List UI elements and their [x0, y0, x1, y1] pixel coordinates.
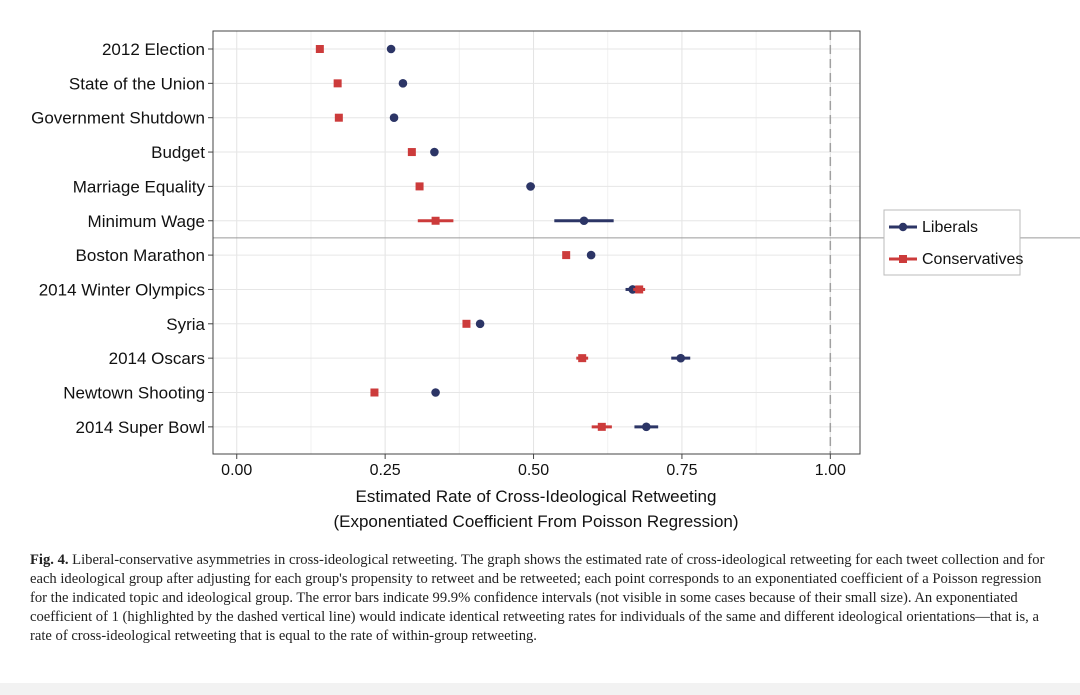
- legend-liberals-marker: [898, 222, 908, 232]
- caption-text: Liberal-conservative asymmetries in cros…: [30, 552, 1045, 644]
- conservatives-point: [462, 319, 471, 328]
- x-axis-title-line2: (Exponentiated Coefficient From Poisson …: [333, 512, 738, 531]
- conservatives-point: [578, 354, 587, 363]
- category-label: Minimum Wage: [88, 212, 205, 231]
- category-label: 2014 Oscars: [109, 349, 205, 368]
- liberals-point: [642, 422, 651, 432]
- x-tick-label: 0.75: [666, 462, 697, 479]
- x-axis-title-line1: Estimated Rate of Cross-Ideological Retw…: [356, 487, 717, 506]
- plot-panel: [212, 30, 861, 455]
- liberals-point: [526, 182, 535, 191]
- conservatives-point: [597, 422, 606, 431]
- x-tick-label: 0.25: [370, 462, 401, 479]
- liberals-point: [475, 319, 485, 329]
- category-label: Syria: [166, 315, 205, 334]
- data-marks: [315, 44, 691, 432]
- gridlines: [213, 31, 1080, 454]
- figure-caption: Fig. 4. Liberal-conservative asymmetries…: [30, 551, 1050, 646]
- conservatives-point: [562, 251, 571, 260]
- liberals-point: [398, 79, 408, 88]
- category-label: State of the Union: [69, 74, 205, 93]
- x-tick-label: 0.50: [518, 462, 549, 479]
- x-axis: 0.00 0.25 0.50 0.75 1.00: [221, 454, 846, 479]
- category-labels: 2012 Election State of the Union Governmen…: [31, 40, 213, 437]
- conservatives-point: [407, 148, 416, 157]
- legend: Liberals Conservatives: [883, 209, 1023, 276]
- caption-figure-label: Fig. 4.: [30, 552, 69, 568]
- conservatives-point: [370, 388, 379, 397]
- category-label: Boston Marathon: [76, 246, 205, 265]
- category-label: Budget: [151, 143, 205, 162]
- category-label: Marriage Equality: [73, 177, 206, 196]
- liberals-point: [586, 250, 596, 260]
- liberals-point: [579, 216, 589, 226]
- legend-box: [883, 209, 1021, 276]
- footer-band: [0, 683, 1080, 695]
- conservatives-point: [431, 216, 440, 225]
- liberals-point: [431, 388, 440, 397]
- liberals-point: [628, 285, 637, 294]
- x-tick-label: 0.00: [221, 462, 252, 479]
- forest-plot: 2012 Election State of the Union Governmen…: [31, 30, 1080, 531]
- x-tick-label: 1.00: [815, 462, 846, 479]
- liberals-point: [389, 113, 399, 122]
- conservatives-point: [333, 79, 342, 88]
- legend-liberals-label: Liberals: [922, 219, 978, 236]
- legend-conservatives-marker: [899, 255, 907, 263]
- category-label: 2014 Super Bowl: [76, 418, 205, 437]
- category-label: Government Shutdown: [31, 109, 205, 128]
- liberals-point: [676, 353, 686, 363]
- figure: 2012 Election State of the Union Governmen…: [31, 30, 1080, 531]
- liberals-point: [430, 147, 439, 157]
- legend-conservatives-label: Conservatives: [922, 251, 1023, 268]
- conservatives-point: [334, 113, 343, 122]
- category-label: 2014 Winter Olympics: [39, 280, 205, 299]
- conservatives-point: [415, 182, 424, 191]
- category-label: Newtown Shooting: [63, 384, 205, 403]
- liberals-point: [386, 44, 396, 54]
- conservatives-point: [315, 45, 324, 53]
- conservatives-point: [635, 285, 644, 294]
- category-label: 2012 Election: [102, 40, 205, 59]
